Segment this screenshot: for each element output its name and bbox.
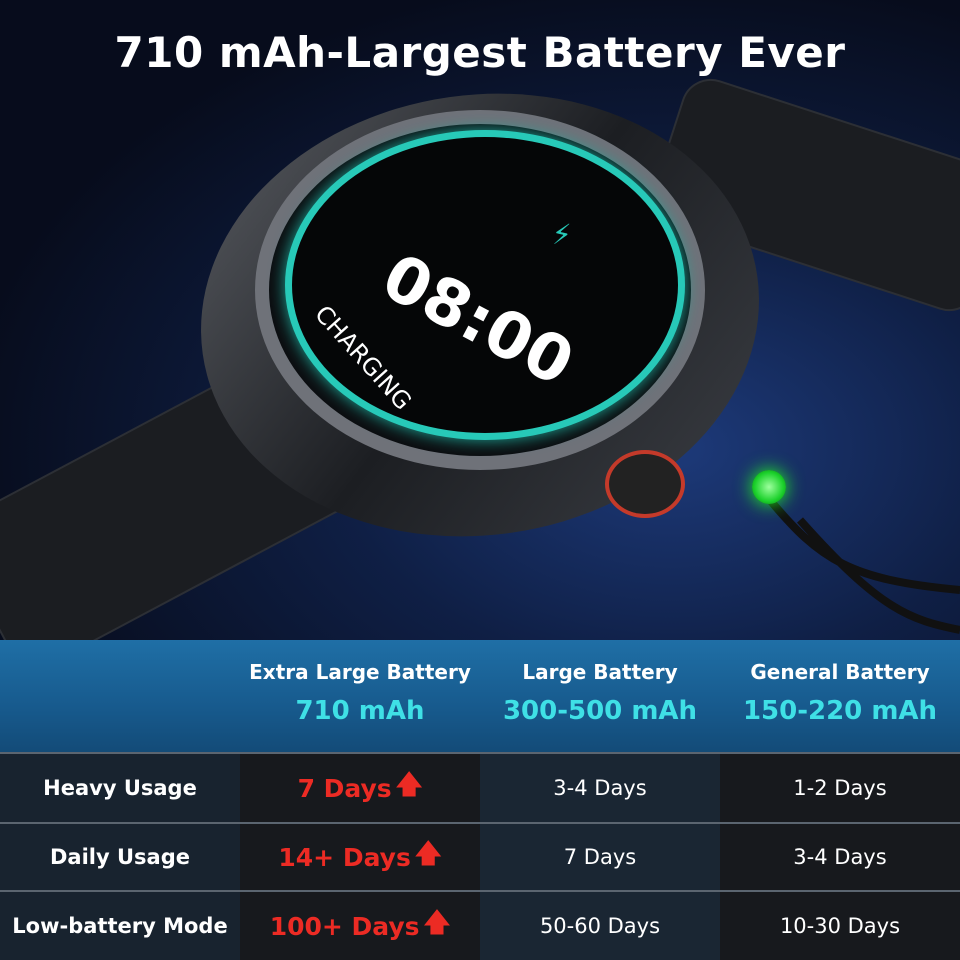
lightning-bolt-icon: ⚡	[552, 218, 572, 251]
column-header: Large Battery 300-500 mAh	[480, 640, 720, 752]
page-title: 710 mAh-Largest Battery Ever	[114, 28, 846, 77]
cell-value: 10-30 Days	[720, 892, 960, 960]
highlight-cell: 100+ Days 🡅	[240, 892, 480, 960]
table-row: Daily Usage 14+ Days 🡅 7 Days 3-4 Days	[0, 822, 960, 890]
cell-value: 50-60 Days	[480, 892, 720, 960]
column-header: Extra Large Battery 710 mAh	[240, 640, 480, 752]
column-capacity: 150-220 mAh	[742, 696, 938, 726]
arrow-up-icon: 🡅	[395, 770, 423, 800]
column-name: Large Battery	[522, 660, 678, 684]
cell-value: 3-4 Days	[480, 754, 720, 822]
column-name: General Battery	[750, 660, 930, 684]
arrow-up-icon: 🡅	[414, 839, 442, 869]
column-capacity: 710 mAh	[295, 696, 425, 726]
cell-value: 7 Days	[480, 824, 720, 890]
cell-value: 1-2 Days	[720, 754, 960, 822]
highlight-cell: 14+ Days 🡅	[240, 824, 480, 890]
arrow-up-icon: 🡅	[423, 908, 451, 938]
row-label: Heavy Usage	[0, 754, 240, 822]
cell-value: 14+ Days	[278, 842, 411, 872]
table-row: Low-battery Mode 100+ Days 🡅 50-60 Days 1…	[0, 890, 960, 960]
table-header: Extra Large Battery 710 mAh Large Batter…	[0, 640, 960, 752]
table-row: Heavy Usage 7 Days 🡅 3-4 Days 1-2 Days	[0, 752, 960, 822]
column-header: General Battery 150-220 mAh	[720, 640, 960, 752]
column-name: Extra Large Battery	[249, 660, 471, 684]
watch-crown	[605, 450, 685, 518]
watch-screen	[285, 130, 685, 440]
charger-led	[752, 470, 786, 504]
cell-value: 7 Days	[297, 773, 392, 803]
charging-cable	[766, 497, 960, 634]
product-hero: 08:00 CHARGING ⚡ 710 mAh-Largest Battery…	[0, 0, 960, 640]
battery-comparison-table: Extra Large Battery 710 mAh Large Batter…	[0, 640, 960, 960]
column-capacity: 300-500 mAh	[502, 696, 698, 726]
row-label: Low-battery Mode	[0, 892, 240, 960]
cell-value: 100+ Days	[269, 911, 420, 941]
highlight-cell: 7 Days 🡅	[240, 754, 480, 822]
cell-value: 3-4 Days	[720, 824, 960, 890]
row-label: Daily Usage	[0, 824, 240, 890]
